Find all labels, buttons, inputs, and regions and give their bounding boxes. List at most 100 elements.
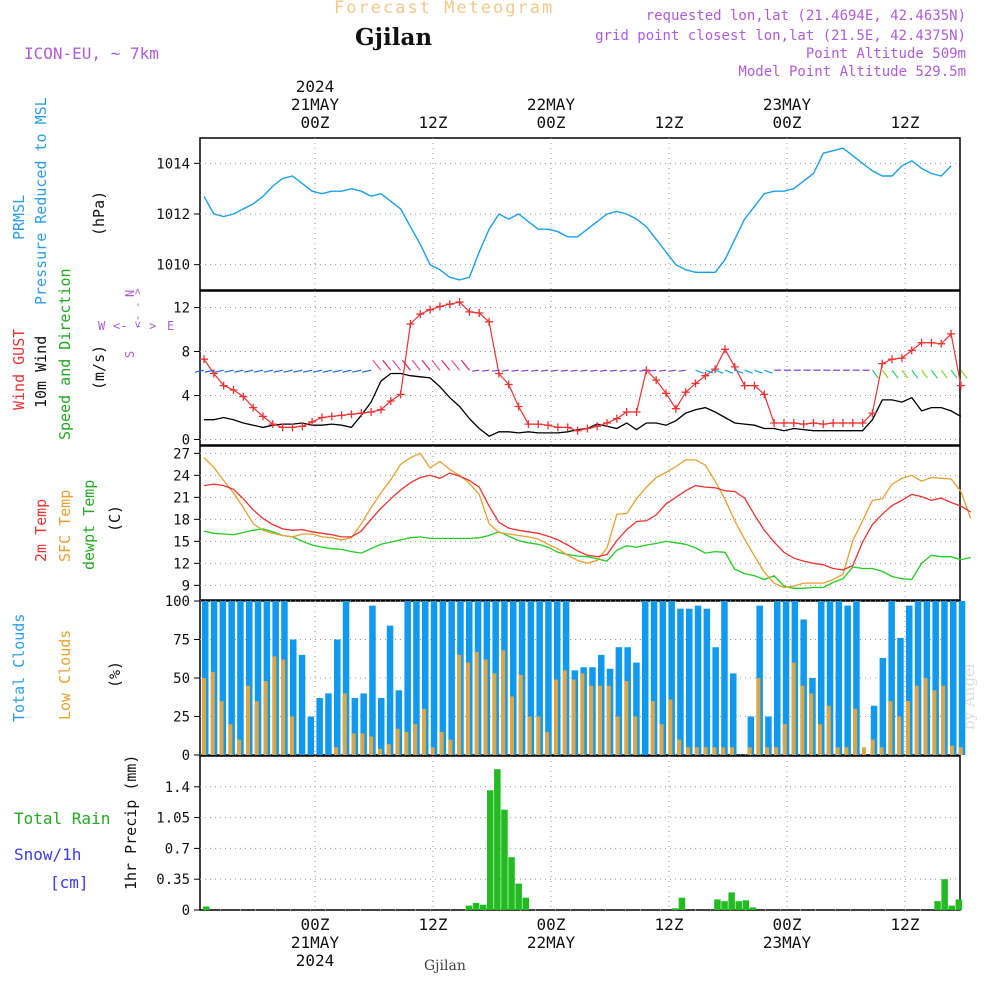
total-cloud-bar [765, 716, 772, 755]
wind-gust-marker [485, 317, 494, 326]
wind-gust-marker [573, 426, 582, 435]
total-cloud-bar [237, 601, 244, 755]
wind-gust-marker [917, 338, 926, 347]
total-cloud-bar [422, 601, 429, 755]
wind-gust-marker [927, 338, 936, 347]
wind-gust-marker [278, 423, 287, 432]
total-cloud-bar [386, 625, 394, 755]
wind-gust-marker [504, 380, 513, 389]
low-cloud-bar [835, 747, 840, 755]
wind-gust-marker [386, 397, 395, 405]
wind-direction-arrow [678, 369, 686, 372]
low-cloud-bar [360, 733, 365, 755]
label-wind-gust: Wind GUST [10, 329, 28, 410]
low-cloud-bar [510, 696, 514, 755]
total-cloud-bar [254, 601, 262, 755]
wind-gust-marker [426, 305, 435, 314]
rain-bar [487, 790, 494, 910]
low-cloud-bar [202, 678, 206, 755]
low-cloud-bar [527, 716, 532, 755]
wind-gust-marker [563, 423, 572, 432]
rain-bar [494, 769, 501, 910]
low-cloud-bar [914, 685, 919, 755]
wind-direction-arrow [273, 369, 283, 373]
low-cloud-bar [844, 747, 849, 755]
low-cloud-bar [765, 747, 770, 755]
low-cloud-bar [404, 731, 409, 755]
wind-gust-marker [829, 419, 838, 427]
total-cloud-bar [782, 601, 790, 755]
top-day-label: 21MAY [291, 95, 340, 114]
wind-gust-marker [897, 354, 906, 363]
wind-direction-arrow [531, 369, 539, 372]
low-cloud-bar [272, 656, 277, 755]
wind-gust-marker [819, 420, 828, 429]
wind-gust-marker [396, 390, 405, 399]
y-tick-label: 1014 [156, 156, 190, 172]
low-cloud-bar [466, 662, 470, 755]
label-total-rain: Total Rain [14, 809, 110, 828]
total-cloud-bar [316, 698, 323, 755]
low-cloud-bar [598, 685, 602, 755]
wind-gust-marker [249, 403, 258, 412]
wind-direction-arrow [283, 369, 293, 373]
rain-bar [948, 905, 955, 910]
wind-direction-arrow [244, 369, 254, 373]
chart-title: Forecast Meteogram [334, 0, 555, 18]
low-cloud-bar [290, 716, 294, 755]
wind-direction-arrow [550, 369, 558, 372]
label-dewpt-temp: dewpt Temp [80, 480, 98, 570]
total-cloud-bar [263, 601, 271, 755]
wind-gust-marker [593, 422, 602, 431]
total-cloud-bar [686, 608, 693, 755]
wind-gust-marker [720, 345, 729, 354]
total-cloud-bar [888, 601, 895, 755]
low-cloud-bar [518, 674, 523, 755]
rain-bar [501, 809, 508, 910]
total-cloud-bar [510, 601, 517, 755]
total-cloud-bar [870, 705, 878, 755]
low-cloud-bar [888, 701, 893, 755]
wind-direction-arrow [501, 369, 509, 372]
wind-direction-arrow [754, 369, 763, 374]
low-cloud-bar [809, 693, 814, 755]
wind-gust-marker [671, 404, 680, 413]
wind-direction-arrow [639, 369, 647, 372]
pressure-line [203, 147, 952, 281]
wind-direction-arrow [342, 369, 352, 373]
y-tick-label: 100 [165, 594, 190, 610]
total-cloud-bar [633, 662, 640, 755]
wind-gust-marker [298, 422, 307, 431]
y-tick-label: 4 [182, 389, 190, 405]
wind-gust-marker [730, 362, 739, 371]
top-time-label: 12Z [419, 113, 448, 132]
compass-ns-arrow: <- - > [131, 288, 144, 328]
low-cloud-bar [932, 690, 937, 755]
wind-gust-marker [956, 381, 965, 390]
total-cloud-bar [826, 601, 834, 755]
rain-bar [934, 901, 941, 910]
wind-direction-arrow [411, 359, 421, 371]
low-cloud-bar [897, 716, 902, 755]
total-cloud-bar [430, 601, 438, 755]
y-tick-label: 12 [173, 301, 190, 317]
wind-direction-arrow [392, 359, 402, 371]
wind-gust-marker [789, 419, 798, 427]
total-cloud-bar [950, 601, 957, 755]
y-tick-label: 0.35 [156, 872, 190, 888]
wind-direction-arrow [431, 359, 441, 371]
rain-bar [742, 900, 750, 910]
y-tick-label: 0 [182, 903, 190, 919]
panel-frame [199, 290, 961, 446]
wind-gust-marker [878, 359, 887, 368]
rain-bar [465, 905, 473, 910]
total-cloud-bar [545, 601, 552, 755]
total-cloud-bar [448, 601, 455, 755]
top-time-label: 00Z [773, 113, 802, 132]
total-cloud-bar [342, 601, 350, 755]
low-cloud-bar [818, 724, 822, 755]
total-cloud-bar [730, 673, 737, 755]
wind-gust-marker [514, 402, 523, 411]
wind-direction-arrow [590, 369, 598, 372]
low-cloud-bar [439, 731, 444, 755]
